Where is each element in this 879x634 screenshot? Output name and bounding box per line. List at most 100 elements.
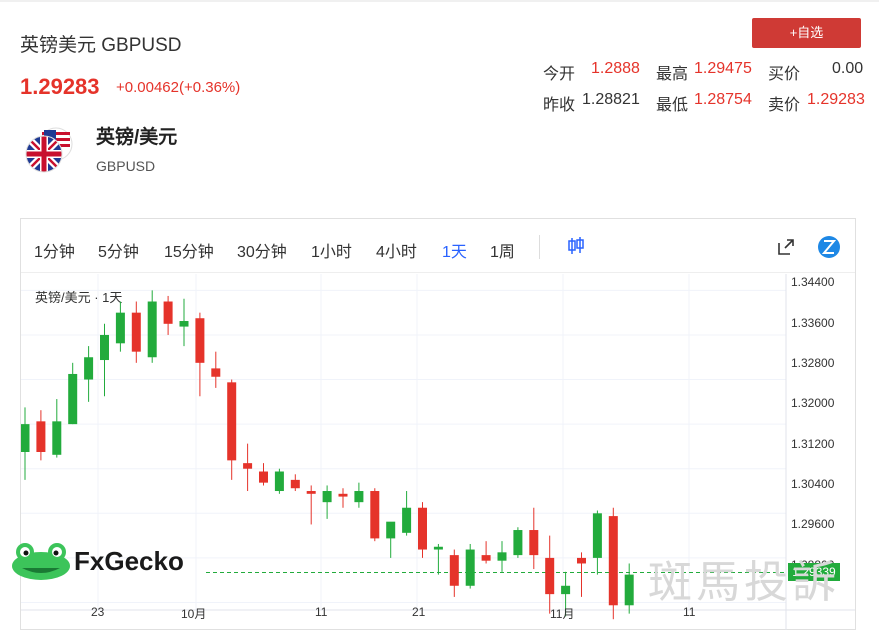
candle <box>274 468 284 494</box>
chart-panel: 1分钟 5分钟 15分钟 30分钟 1小时 4小时 1天 1周 英镑/美元 · … <box>20 218 856 630</box>
candle <box>227 379 237 480</box>
open-value: 1.2888 <box>591 60 640 77</box>
candle-body <box>322 491 332 503</box>
candle <box>115 301 125 352</box>
prev-close-value: 1.28821 <box>582 91 640 108</box>
candle-body <box>497 552 507 561</box>
x-tick-label: 10月 <box>181 607 207 621</box>
tf-1week[interactable]: 1周 <box>490 244 515 261</box>
candle <box>131 301 141 363</box>
candle-body <box>592 513 602 558</box>
candle <box>84 346 94 402</box>
candle <box>370 488 380 542</box>
tf-30min[interactable]: 30分钟 <box>237 244 287 261</box>
candle <box>354 482 364 508</box>
candle-body <box>259 471 268 483</box>
candle-body <box>545 557 555 595</box>
candle-body <box>386 521 396 539</box>
candle <box>259 463 268 486</box>
candle-body <box>68 373 78 425</box>
add-watchlist-button[interactable]: +自选 <box>752 18 861 48</box>
toolbar-divider <box>539 235 540 259</box>
candle-body <box>211 368 221 377</box>
candle <box>497 541 507 572</box>
chart-series-label: 英镑/美元 · 1天 <box>35 290 123 305</box>
tf-1day[interactable]: 1天 <box>442 244 467 261</box>
candle <box>195 312 205 397</box>
y-tick-label: 1.29600 <box>791 517 835 531</box>
y-tick-label: 1.30400 <box>791 477 835 491</box>
candle-body <box>274 471 284 492</box>
candle <box>402 491 412 536</box>
candle-body <box>195 318 205 363</box>
candle <box>529 507 539 570</box>
candle <box>147 290 157 363</box>
candle-body <box>402 507 412 533</box>
candle-body <box>115 312 125 344</box>
x-tick-label: 11月 <box>550 607 575 621</box>
bid-label: 买价 <box>768 66 801 83</box>
candle-body <box>131 312 141 352</box>
tradingview-logo-icon[interactable] <box>817 235 841 259</box>
candle-body <box>465 549 475 586</box>
tf-5min[interactable]: 5分钟 <box>98 244 139 261</box>
candle-body <box>481 555 491 561</box>
candlestick-chart[interactable] <box>21 274 855 630</box>
current-price-tag: 1.29339 <box>788 563 840 582</box>
candle <box>608 507 618 620</box>
candle <box>624 563 634 614</box>
candle <box>306 485 316 525</box>
x-tick-label: 21 <box>412 605 426 619</box>
tf-15min[interactable]: 15分钟 <box>164 244 214 261</box>
y-tick-label: 1.33600 <box>791 316 835 330</box>
candlestick-type-icon[interactable] <box>566 236 586 256</box>
candle <box>433 543 443 575</box>
candle-body <box>433 546 443 550</box>
candle-body <box>84 357 94 380</box>
candle-body <box>52 421 62 455</box>
watermark-text: 斑馬投訴 <box>648 558 840 607</box>
candle <box>100 323 109 397</box>
candle-body <box>529 530 539 556</box>
tf-4hour[interactable]: 4小时 <box>376 244 417 261</box>
page-title: 英镑美元 GBPUSD <box>20 35 182 56</box>
candle-body <box>624 574 634 606</box>
candle-body <box>449 555 459 586</box>
candle-body <box>147 301 157 358</box>
candle <box>577 552 586 597</box>
pair-code: GBPUSD <box>96 158 156 174</box>
candle-body <box>243 463 253 469</box>
candle <box>418 502 427 558</box>
top-divider <box>0 0 879 2</box>
tf-1min[interactable]: 1分钟 <box>34 244 75 261</box>
y-tick-label: 1.32000 <box>791 396 835 410</box>
candle <box>52 399 62 458</box>
x-tick-label: 11 <box>683 605 696 619</box>
y-tick-label: 1.31200 <box>791 437 835 451</box>
candle <box>386 521 396 558</box>
candle-body <box>608 516 618 606</box>
candle-body <box>370 491 380 539</box>
candle-body <box>179 321 189 327</box>
gecko-logo-icon <box>12 543 70 580</box>
candle <box>322 485 332 519</box>
pair-name: 英镑/美元 <box>96 127 178 148</box>
candle <box>243 443 253 492</box>
candle <box>21 407 30 480</box>
fxgecko-logo-text: FxGecko <box>74 546 184 576</box>
high-label: 最高 <box>656 66 689 83</box>
candle-body <box>227 382 237 461</box>
candle-body <box>163 301 173 324</box>
ask-value: 1.29283 <box>807 91 865 108</box>
open-label: 今开 <box>543 66 576 83</box>
fullscreen-icon[interactable] <box>776 237 796 257</box>
candle <box>211 351 221 388</box>
bid-value: 0.00 <box>832 60 864 77</box>
gbp-usd-flag-icon <box>25 127 73 173</box>
candle-body <box>306 491 316 494</box>
tf-1hour[interactable]: 1小时 <box>311 244 352 261</box>
candle-body <box>290 479 300 489</box>
candle <box>68 362 78 425</box>
candle <box>338 488 348 508</box>
candle <box>513 527 523 558</box>
